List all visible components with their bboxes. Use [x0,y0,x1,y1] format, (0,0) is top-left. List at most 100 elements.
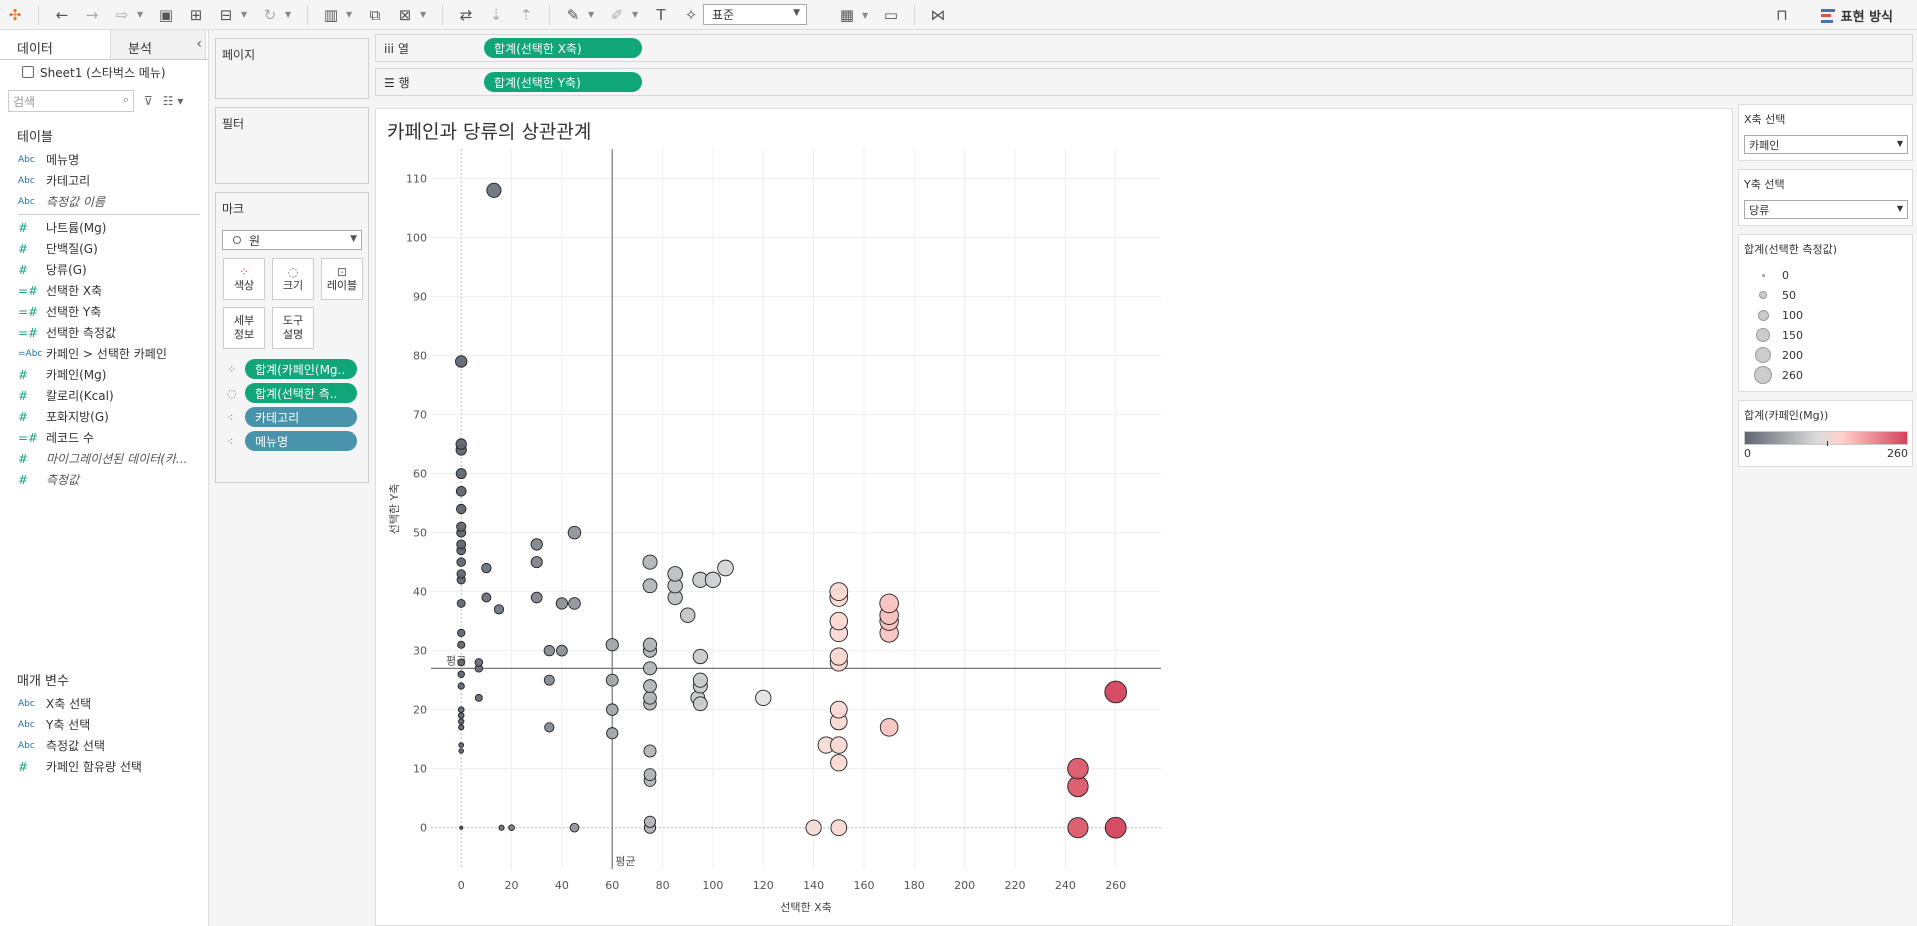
tooltip-button[interactable]: 도구 설명 [272,307,314,349]
fit-select[interactable]: 표준 ▼ [703,4,807,25]
field-item[interactable]: =# 선택한 측정값 [0,322,208,343]
y-select-dropdown[interactable]: 당류 ▼ [1744,200,1908,219]
size-legend-item[interactable]: 0 [1744,265,1908,285]
size-legend-swatch [1759,291,1767,299]
color-button[interactable]: ⁘ 색상 [223,258,265,300]
size-legend-item[interactable]: 200 [1744,345,1908,365]
highlight-icon[interactable]: ✎ [566,5,580,24]
scatter-point [605,638,619,652]
redo-icon[interactable]: → [85,5,99,24]
scatter-point [680,607,696,623]
chevron-down-icon[interactable]: ▼ [862,10,869,20]
field-item[interactable]: Abc 카테고리 [0,170,208,191]
chevron-down-icon[interactable]: ▼ [137,10,144,19]
mark-pill[interactable]: 카테고리 [245,407,357,427]
search-input[interactable]: 검색 ⌕ [8,90,134,112]
shelves-pane: 페이지 필터 마크 원 ▼ ⁘ 색상 ◌ 크기 ⊡ 레이블 세부 [209,30,374,926]
measure-type-icon: # [18,388,29,403]
mark-pill[interactable]: 합계(선택한 측.. [245,383,357,403]
size-legend-swatch-wrap [1744,328,1782,342]
mark-pill[interactable]: 메뉴명 [245,431,357,451]
new-worksheet-icon[interactable]: ▥ [323,5,339,24]
x-tick-label: 260 [1105,879,1126,892]
field-item[interactable]: Abc Y축 선택 [0,714,208,735]
mark-pill[interactable]: 합계(카페인(Mg.. [245,359,357,379]
scatter-plot[interactable]: 0 20 40 60 80 100 120 140 160 180 200 220 240 260 0 10 2… [376,109,1734,926]
rows-icon: ☰ [384,75,399,90]
undo-icon[interactable]: ← [55,5,69,24]
chevron-down-icon[interactable]: ▼ [632,10,639,19]
collapse-icon[interactable]: ‹ [196,36,202,52]
annotate-icon[interactable]: ✐ [610,5,624,24]
chevron-down-icon[interactable]: ▼ [420,10,427,19]
view-options-icon[interactable]: ☷ ▾ [162,94,184,108]
field-item[interactable]: Abc 메뉴명 [0,149,208,170]
duplicate-icon[interactable]: ⧉ [369,5,381,24]
size-legend-swatch-wrap [1744,366,1782,384]
mark-pills: ⁘ 합계(카페인(Mg.. ◌ 합계(선택한 측.. ⁖ 카테고리 ⁖ 메뉴명 [216,357,368,453]
new-datasource-icon[interactable]: ⊞ [189,5,203,24]
sort-asc-icon[interactable]: ⇣ [489,5,503,24]
mark-type-select[interactable]: 원 ▼ [222,230,362,250]
field-item[interactable]: # 당류(G) [0,259,208,280]
field-item[interactable]: # 칼로리(Kcal) [0,385,208,406]
x-select-dropdown[interactable]: 카페인 ▼ [1744,135,1908,154]
chevron-down-icon: ▼ [1896,139,1903,148]
presentation-icon[interactable]: ▭ [883,6,899,24]
x-tick-label: 140 [803,879,824,892]
field-item[interactable]: # 나트륨(Mg) [0,217,208,238]
pin-paint-icon[interactable]: ⊓ [1776,6,1788,24]
size-legend-item[interactable]: 260 [1744,365,1908,385]
scatter-point [643,679,657,693]
tab-analysis[interactable]: 분석 [110,30,206,59]
field-item[interactable]: =Abc 카페인 > 선택한 카페인 [0,343,208,364]
filter-icon[interactable]: ⊽ [144,94,153,108]
data-source[interactable]: Sheet1 (스타벅스 메뉴) [0,60,208,84]
save-icon[interactable]: ▣ [158,5,174,24]
field-item[interactable]: # 마이그레이션된 데이터(카... [0,448,208,469]
field-item[interactable]: =# 선택한 Y축 [0,301,208,322]
chevron-down-icon[interactable]: ▼ [588,10,595,19]
field-item[interactable]: # 카페인(Mg) [0,364,208,385]
sort-desc-icon[interactable]: ⇡ [519,5,533,24]
chart-cards-icon[interactable]: ▦ [839,6,855,24]
chevron-down-icon[interactable]: ▼ [285,10,292,19]
chevron-down-icon[interactable]: ▼ [346,10,353,19]
filters-card[interactable]: 필터 [215,107,369,184]
columns-pill[interactable]: 합계(선택한 X축) [484,38,642,58]
detail-button[interactable]: 세부 정보 [223,307,265,349]
chevron-down-icon: ▼ [1896,204,1903,213]
tooltip-button-label-1: 도구 [282,314,304,327]
pages-card[interactable]: 페이지 [215,38,369,99]
swap-icon[interactable]: ⇄ [459,5,473,24]
tableau-logo-icon[interactable]: ✣ [8,5,22,24]
field-item[interactable]: Abc 측정값 이름 [0,191,208,212]
size-legend-item[interactable]: 50 [1744,285,1908,305]
pause-icon[interactable]: ⊟ [219,5,233,24]
pin-icon[interactable]: ✧ [684,5,698,24]
dimension-type-icon: Abc [18,175,35,186]
replay-icon[interactable]: ⇨ [115,5,129,24]
size-legend-item[interactable]: 150 [1744,325,1908,345]
tab-data[interactable]: 데이터 [0,30,110,59]
clear-icon[interactable]: ⊠ [398,5,412,24]
field-item[interactable]: # 측정값 [0,469,208,490]
field-item[interactable]: # 카페인 함유량 선택 [0,756,208,777]
scatter-point [829,647,848,666]
field-item[interactable]: # 단백질(G) [0,238,208,259]
field-item[interactable]: =# 선택한 X축 [0,280,208,301]
chevron-down-icon[interactable]: ▼ [241,10,248,19]
field-item[interactable]: # 포화지방(G) [0,406,208,427]
text-icon[interactable]: T [656,5,666,24]
size-button[interactable]: ◌ 크기 [272,258,314,300]
field-item[interactable]: Abc 측정값 선택 [0,735,208,756]
field-item[interactable]: =# 레코드 수 [0,427,208,448]
size-legend-item[interactable]: 100 [1744,305,1908,325]
label-button[interactable]: ⊡ 레이블 [321,258,363,300]
field-item[interactable]: Abc X축 선택 [0,693,208,714]
rows-pill[interactable]: 합계(선택한 Y축) [484,72,642,92]
refresh-icon[interactable]: ↻ [263,5,277,24]
show-me-button[interactable]: 표현 방식 [1820,6,1893,25]
scatter-point [457,640,466,649]
share-icon[interactable]: ⋈ [930,6,946,24]
